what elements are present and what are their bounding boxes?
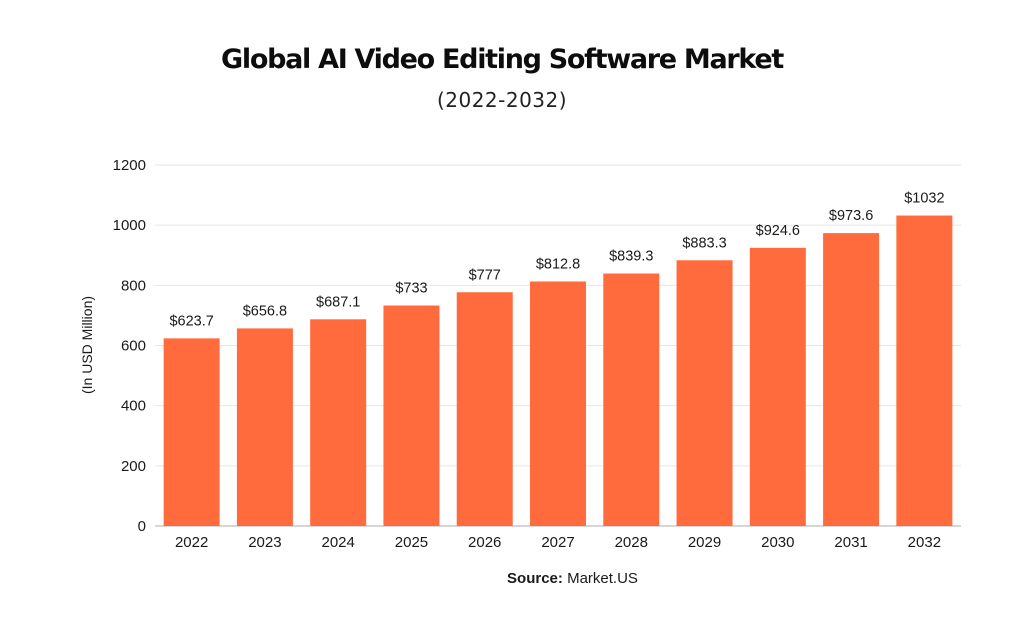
x-tick-label: 2029 <box>688 534 721 551</box>
y-tick-label: 400 <box>121 398 146 415</box>
y-axis-title: (In USD Million) <box>79 296 95 394</box>
bar-2024 <box>310 319 367 526</box>
data-label-2022: $623.7 <box>169 313 213 329</box>
source-label: Source: <box>507 570 563 587</box>
data-label-2031: $973.6 <box>829 208 873 224</box>
data-label-2026: $777 <box>469 267 501 283</box>
x-tick-label: 2026 <box>468 534 501 551</box>
x-tick-label: 2024 <box>321 534 354 551</box>
y-tick-label: 0 <box>138 518 146 535</box>
bar-2031 <box>823 233 880 526</box>
bar-2026 <box>456 292 513 526</box>
data-label-2030: $924.6 <box>756 223 800 239</box>
x-tick-label: 2032 <box>908 534 941 551</box>
bar-2029 <box>676 260 733 526</box>
data-label-2024: $687.1 <box>316 294 360 310</box>
x-tick-label: 2031 <box>834 534 867 551</box>
x-tick-label: 2025 <box>395 534 428 551</box>
y-tick-label: 1000 <box>113 217 146 234</box>
bar-2028 <box>603 273 660 526</box>
x-tick-label: 2027 <box>541 534 574 551</box>
x-tick-label: 2022 <box>175 534 208 551</box>
y-tick-label: 600 <box>121 338 146 355</box>
bars <box>163 215 953 527</box>
y-tick-label: 200 <box>121 458 146 475</box>
source-note: Source: Market.US <box>0 570 1014 587</box>
data-label-2032: $1032 <box>904 191 944 207</box>
source-value: Market.US <box>567 570 638 587</box>
x-tick-label: 2028 <box>615 534 648 551</box>
data-label-2023: $656.8 <box>243 303 287 319</box>
data-label-2029: $883.3 <box>682 235 726 251</box>
y-axis-ticks: 0 200 400 600 800 1000 1200 <box>113 157 146 535</box>
bar-2032 <box>896 215 953 527</box>
data-labels: $623.7 $656.8 $687.1 $733 $777 $812.8 $839.3 $8… <box>169 191 944 330</box>
data-label-2025: $733 <box>395 280 427 296</box>
x-axis-ticks: 2022 2023 2024 2025 2026 2027 2028 2029 2030 2031… <box>175 534 941 551</box>
x-tick-label: 2030 <box>761 534 794 551</box>
bar-2023 <box>236 328 293 526</box>
chart-title: Global AI Video Editing Software Market <box>221 44 784 75</box>
data-label-2027: $812.8 <box>536 256 580 272</box>
y-tick-label: 800 <box>121 277 146 294</box>
bar-2022 <box>163 338 220 526</box>
bar-2030 <box>749 247 806 527</box>
y-tick-label: 1200 <box>113 157 146 174</box>
bar-2027 <box>530 281 586 526</box>
data-label-2028: $839.3 <box>609 249 653 265</box>
chart-subtitle: (2022-2032) <box>436 88 568 112</box>
bar-2025 <box>383 305 440 526</box>
x-tick-label: 2023 <box>248 534 281 551</box>
